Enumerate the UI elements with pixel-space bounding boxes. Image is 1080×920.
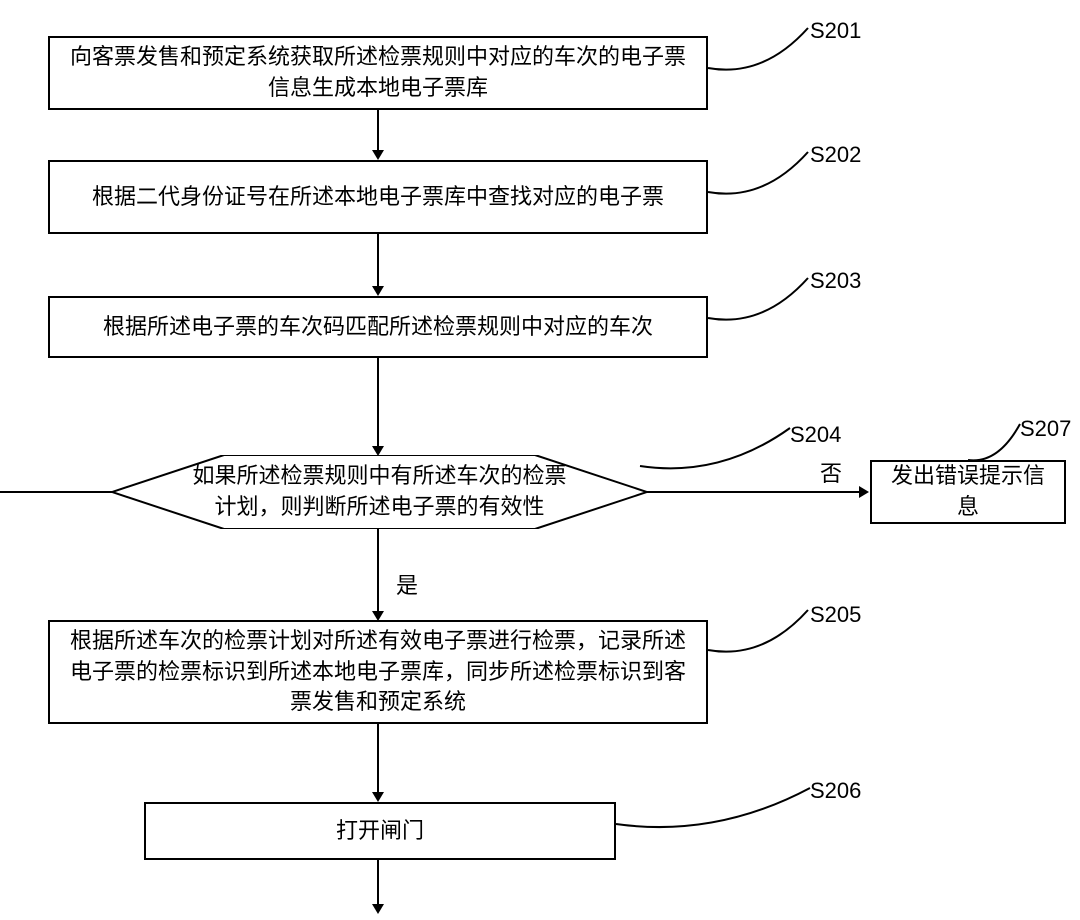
decision-step-s204: 如果所述检票规则中有所述车次的检票计划，则判断所述电子票的有效性 xyxy=(112,455,647,529)
process-step-s203: 根据所述电子票的车次码匹配所述检票规则中对应的车次 xyxy=(48,296,708,358)
step-text: 发出错误提示信息 xyxy=(884,461,1052,523)
callout-s201 xyxy=(708,28,818,78)
process-step-s202: 根据二代身份证号在所述本地电子票库中查找对应的电子票 xyxy=(48,160,708,234)
no-label: 否 xyxy=(820,456,842,488)
arrow-s205-s206 xyxy=(370,724,386,804)
arrow-s201-s202 xyxy=(370,110,386,162)
arrow-s202-s203 xyxy=(370,234,386,298)
callout-s205 xyxy=(708,610,818,660)
callout-s207 xyxy=(968,424,1028,466)
process-step-s206: 打开闸门 xyxy=(144,802,616,860)
yes-label: 是 xyxy=(396,568,418,600)
step-text: 根据二代身份证号在所述本地电子票库中查找对应的电子票 xyxy=(92,182,664,213)
process-step-s205: 根据所述车次的检票计划对所述有效电子票进行检票，记录所述电子票的检票标识到所述本… xyxy=(48,620,708,724)
step-text: 向客票发售和预定系统获取所述检票规则中对应的车次的电子票信息生成本地电子票库 xyxy=(62,42,694,104)
process-step-s207: 发出错误提示信息 xyxy=(870,460,1066,524)
arrow-s203-s204 xyxy=(370,358,386,458)
callout-s204 xyxy=(640,428,800,476)
arrow-s206-exit xyxy=(370,860,386,916)
decision-left-exit xyxy=(0,488,114,496)
arrow-s204-s205 xyxy=(370,529,386,623)
step-text: 根据所述电子票的车次码匹配所述检票规则中对应的车次 xyxy=(103,312,653,343)
step-text: 如果所述检票规则中有所述车次的检票计划，则判断所述电子票的有效性 xyxy=(112,461,647,523)
process-step-s201: 向客票发售和预定系统获取所述检票规则中对应的车次的电子票信息生成本地电子票库 xyxy=(48,36,708,110)
callout-s202 xyxy=(708,152,818,202)
callout-s206 xyxy=(616,788,816,838)
step-text: 打开闸门 xyxy=(336,816,424,847)
step-text: 根据所述车次的检票计划对所述有效电子票进行检票，记录所述电子票的检票标识到所述本… xyxy=(62,626,694,718)
step-label-s206: S206 xyxy=(810,778,861,804)
callout-s203 xyxy=(708,278,818,328)
